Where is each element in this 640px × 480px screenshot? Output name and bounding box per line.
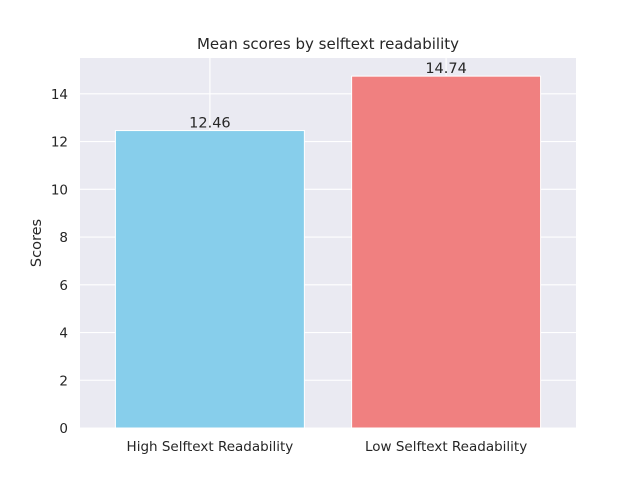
labels: 0 2 4 6 8 10 12 14 12.46 High Selftext Readabilit… [51, 61, 527, 455]
y-tick-label: 0 [59, 421, 68, 437]
y-axis-label: Scores [29, 219, 45, 267]
y-tick-label: 14 [51, 87, 68, 103]
y-tick-label: 8 [59, 230, 68, 246]
y-tick-label: 6 [59, 278, 68, 294]
bar-value-label: 12.46 [189, 116, 231, 132]
bars [114, 75, 542, 429]
bar-value-label: 14.74 [425, 61, 467, 77]
y-tick-label: 10 [51, 182, 68, 198]
bar-1 [114, 130, 305, 429]
y-tick-label: 4 [59, 326, 68, 342]
y-tick-label: 12 [51, 135, 68, 151]
bar-2 [351, 75, 542, 429]
x-tick-label: Low Selftext Readability [365, 439, 527, 455]
x-tick-label: High Selftext Readability [127, 439, 294, 455]
chart-title: Mean scores by selftext readability [197, 35, 459, 53]
y-tick-label: 2 [59, 373, 68, 389]
